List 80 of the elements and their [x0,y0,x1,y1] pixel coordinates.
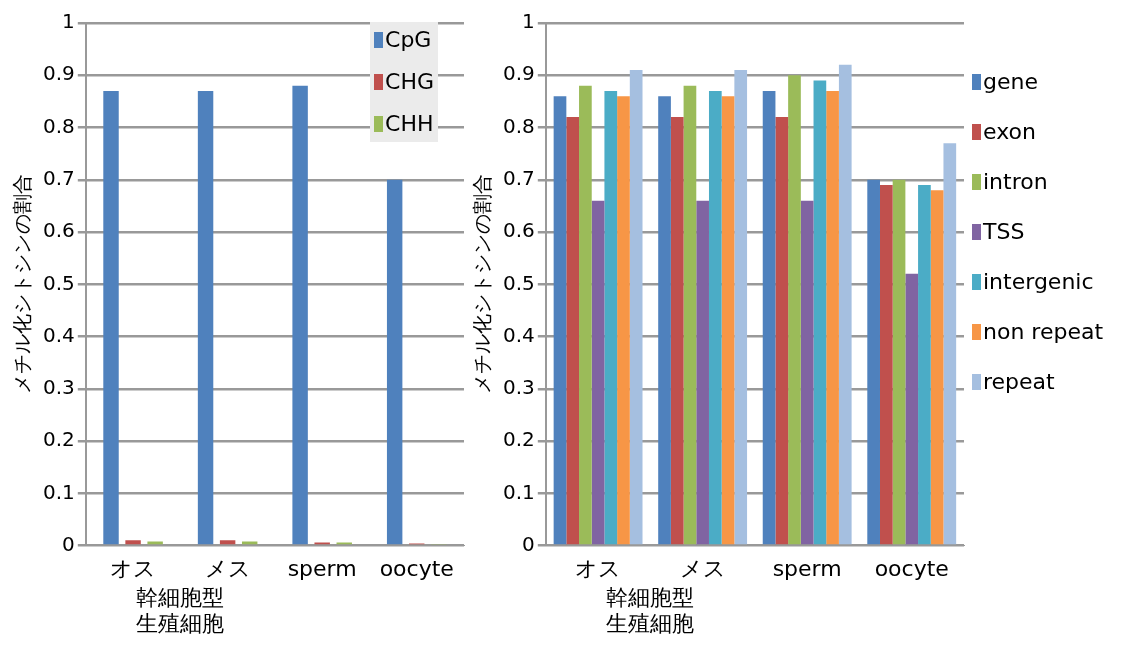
x-tick-label: sperm [772,555,842,581]
y-tick-label: 0.6 [502,218,535,243]
bar [930,190,944,545]
bar [826,90,839,545]
x-tick-label: oocyte [874,555,949,581]
x-tick-label: オス [110,555,157,581]
y-tick-label: 0.4 [502,322,535,347]
y-tick-label: 0.3 [42,375,75,400]
y-tick-label: 0.2 [502,427,535,452]
bar [125,540,141,545]
y-tick-label: 0 [62,531,75,556]
y-tick-label: 0 [522,531,535,556]
bar [838,64,852,545]
y-tick-label: 0.9 [502,61,535,86]
x-tick-label: メス [679,555,726,581]
y-tick-label: 0.9 [42,61,75,86]
legend-label: exon [983,118,1036,146]
bar [721,96,735,545]
legend-label: CpG [385,26,432,54]
bar [788,75,801,545]
legend-label: intron [983,168,1048,196]
bar [683,85,697,545]
bar [708,90,722,545]
legend-label: repeat [983,368,1055,396]
bar [604,90,618,545]
bar [734,70,748,545]
legend-label: CHH [385,110,434,138]
bar [905,273,919,545]
bar [103,90,119,545]
bar [879,185,893,545]
legend-label: TSS [983,218,1025,246]
bar [762,90,776,545]
bar [918,185,931,545]
bar [629,70,643,545]
y-tick-label: 0.2 [42,427,75,452]
bar [813,80,827,545]
bar [591,200,605,545]
bar [241,541,258,545]
y-tick-label: 0.8 [42,113,75,138]
x-tick-label: メス [204,555,251,581]
y-tick-label: 0.3 [502,375,535,400]
y-tick-label: 0.6 [42,218,75,243]
y-axis-title: メチル化シトシンの割合 [10,174,35,395]
legend-label: intergenic [983,268,1094,296]
legend-label: CHG [385,68,434,96]
y-tick-label: 0.4 [42,322,75,347]
y-tick-label: 0.5 [502,270,535,295]
bar [696,200,709,545]
y-tick-label: 0.5 [42,270,75,295]
text: 幹細胞型生殖細胞 [606,584,695,636]
text: 幹細胞型生殖細胞 [136,584,225,636]
y-tick-label: 0.1 [502,479,535,504]
x-tick-label: oocyte [379,555,454,581]
bar [566,117,580,545]
y-tick-label: 1 [62,9,75,34]
bar [775,117,789,545]
bar [292,85,308,545]
legend-label: gene [983,68,1038,96]
bar [617,96,630,545]
bar [867,179,880,545]
legend-label: non repeat [983,318,1104,346]
y-tick-label: 0.1 [42,479,75,504]
y-axis-title: メチル化シトシンの割合 [470,174,495,395]
bar [658,96,671,545]
x-tick-label: オス [575,555,622,581]
y-tick-label: 1 [522,9,535,34]
bar [943,143,957,545]
y-tick-label: 0.8 [502,113,535,138]
bar [219,540,236,545]
bar [553,96,567,545]
bar [579,85,592,545]
bar [197,90,214,545]
y-tick-label: 0.7 [42,165,75,190]
x-tick-label: sperm [287,555,357,581]
bar [800,200,814,545]
y-tick-label: 0.7 [502,165,535,190]
bar [386,179,403,545]
bar [892,179,906,545]
bar [147,541,163,545]
bar [670,117,684,545]
